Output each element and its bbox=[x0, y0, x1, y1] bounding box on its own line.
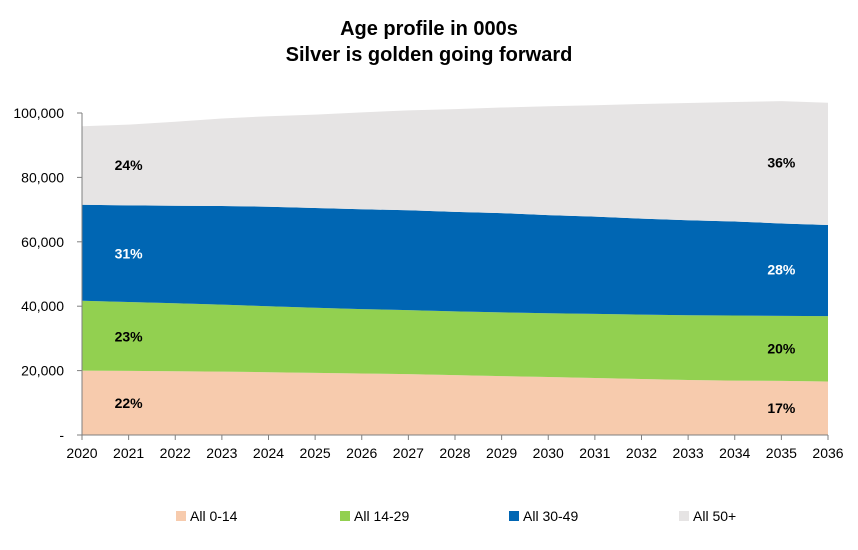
chart-title: Age profile in 000s bbox=[340, 18, 518, 40]
area-all-14-29 bbox=[82, 300, 828, 382]
y-tick-label: 60,000 bbox=[21, 234, 64, 250]
x-tick-label: 2021 bbox=[113, 445, 144, 461]
x-tick-label: 2028 bbox=[439, 445, 470, 461]
data-label-all-30-49-last: 28% bbox=[767, 262, 796, 278]
y-tick-label: 40,000 bbox=[21, 298, 64, 314]
x-tick-label: 2023 bbox=[206, 445, 237, 461]
legend-item-all-14-29: All 14-29 bbox=[340, 508, 409, 524]
data-label-all-0-14-last: 17% bbox=[767, 400, 796, 416]
x-tick-label: 2030 bbox=[533, 445, 564, 461]
x-tick-label: 2029 bbox=[486, 445, 517, 461]
legend-swatch bbox=[679, 511, 689, 521]
x-tick-label: 2022 bbox=[160, 445, 191, 461]
legend-label: All 14-29 bbox=[354, 508, 410, 524]
y-tick-label: 100,000 bbox=[13, 105, 64, 121]
x-tick-label: 2035 bbox=[766, 445, 797, 461]
y-tick-label: 20,000 bbox=[21, 363, 64, 379]
data-label-all-50-first: 24% bbox=[115, 157, 144, 173]
legend-swatch bbox=[509, 511, 519, 521]
legend-label: All 50+ bbox=[693, 508, 737, 524]
x-tick-label: 2027 bbox=[393, 445, 424, 461]
x-tick-label: 2033 bbox=[673, 445, 704, 461]
legend-label: All 30-49 bbox=[523, 508, 579, 524]
x-tick-label: 2025 bbox=[300, 445, 331, 461]
x-tick-label: 2020 bbox=[66, 445, 97, 461]
data-label-all-50-last: 36% bbox=[767, 154, 796, 170]
y-tick-label: - bbox=[59, 427, 64, 443]
x-tick-label: 2026 bbox=[346, 445, 377, 461]
legend-swatch bbox=[176, 511, 186, 521]
legend-swatch bbox=[340, 511, 350, 521]
x-tick-label: 2034 bbox=[719, 445, 750, 461]
chart-subtitle: Silver is golden going forward bbox=[285, 44, 573, 66]
x-tick-label: 2032 bbox=[626, 445, 657, 461]
area-all-0-14 bbox=[82, 370, 828, 435]
legend-item-all-50: All 50+ bbox=[679, 508, 736, 524]
x-tick-label: 2036 bbox=[812, 445, 843, 461]
data-label-all-30-49-first: 31% bbox=[115, 246, 144, 262]
legend-item-all-0-14: All 0-14 bbox=[176, 508, 237, 524]
area-all-30-49 bbox=[82, 204, 828, 317]
area-all-50 bbox=[82, 101, 828, 226]
x-tick-label: 2024 bbox=[253, 445, 284, 461]
legend-item-all-30-49: All 30-49 bbox=[509, 508, 578, 524]
data-label-all-14-29-last: 20% bbox=[767, 340, 796, 356]
y-tick-label: 80,000 bbox=[21, 169, 64, 185]
legend-label: All 0-14 bbox=[190, 508, 238, 524]
x-tick-label: 2031 bbox=[579, 445, 610, 461]
data-label-all-0-14-first: 22% bbox=[115, 395, 144, 411]
data-label-all-14-29-first: 23% bbox=[115, 328, 144, 344]
